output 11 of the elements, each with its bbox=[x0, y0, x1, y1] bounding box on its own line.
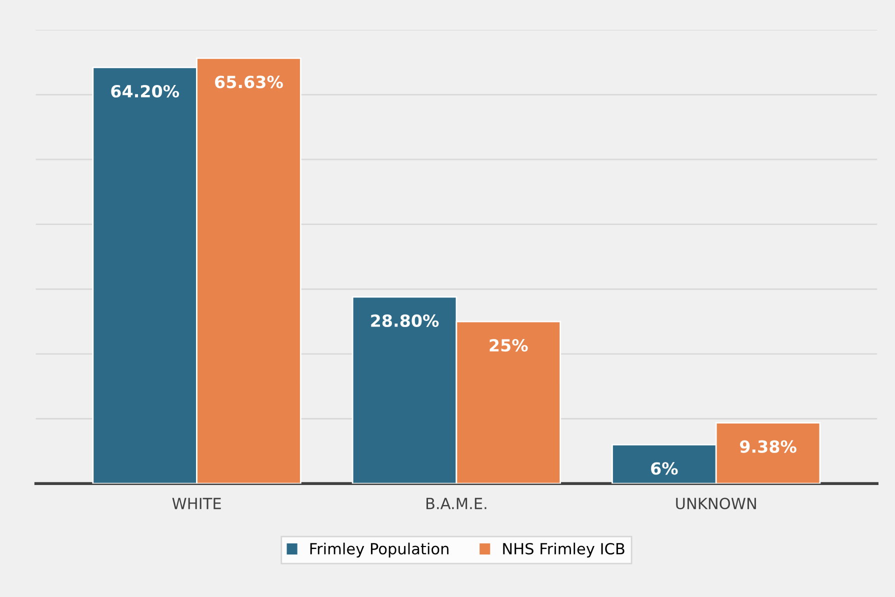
data-label: 64.20% bbox=[111, 84, 180, 98]
data-label: 25% bbox=[490, 339, 528, 352]
data-label: 9.38% bbox=[740, 440, 796, 453]
x-tick-label: UNKNOWN bbox=[676, 498, 756, 510]
data-label: 65.63% bbox=[215, 76, 283, 88]
x-tick-label: B.A.M.E. bbox=[426, 498, 486, 510]
legend-label: Frimley Population bbox=[310, 542, 448, 558]
data-label: 28.80% bbox=[371, 314, 439, 327]
legend-label: NHS Frimley ICB bbox=[503, 542, 624, 558]
x-tick-label: WHITE bbox=[172, 498, 221, 510]
data-label: 6% bbox=[651, 462, 678, 475]
